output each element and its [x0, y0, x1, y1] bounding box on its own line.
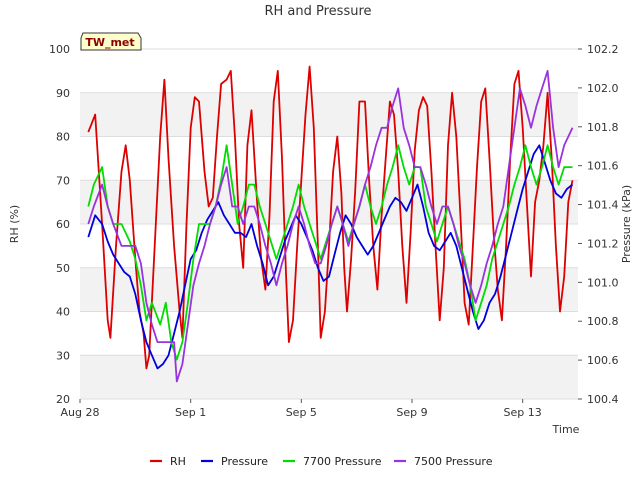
legend-label: 7500 Pressure: [414, 455, 493, 468]
y-left-tick-label: 100: [49, 43, 70, 56]
chart-title: RH and Pressure: [264, 4, 371, 19]
x-tick-label: Sep 9: [396, 406, 427, 419]
background-band: [80, 92, 578, 137]
y-left-tick-label: 60: [56, 218, 70, 231]
series-layer: [87, 65, 574, 383]
y-right-tick-label: 100.4: [587, 393, 619, 406]
y-right-tick-label: 102.0: [587, 82, 619, 95]
y-right-tick-label: 100.6: [587, 354, 619, 367]
x-axis-label: Time: [552, 423, 580, 436]
background-band: [80, 180, 578, 224]
y-right-tick-label: 101.4: [587, 199, 619, 212]
left-axis-ticks: 20 30 40 50 60 70 80 90 100: [49, 43, 70, 406]
y-right-tick-label: 102.2: [587, 43, 619, 56]
station-badge: TW_met: [80, 32, 142, 51]
x-tick-label: Sep 5: [286, 406, 317, 419]
x-tick-label: Sep 1: [175, 406, 206, 419]
station-badge-label: TW_met: [85, 36, 134, 49]
y-left-tick-label: 80: [56, 131, 70, 144]
y-axis-left-label: RH (%): [8, 205, 21, 243]
x-axis-ticks: Aug 28 Sep 1 Sep 5 Sep 9 Sep 13: [61, 399, 542, 419]
y-right-tick-label: 101.0: [587, 276, 619, 289]
y-right-tick-label: 101.6: [587, 160, 619, 173]
y-left-tick-label: 20: [56, 393, 70, 406]
y-right-tick-label: 101.2: [587, 237, 619, 250]
legend-label: RH: [170, 455, 186, 468]
y-right-tick-label: 101.8: [587, 121, 619, 134]
y-left-tick-label: 90: [56, 87, 70, 100]
y-left-tick-label: 30: [56, 349, 70, 362]
y-left-tick-label: 40: [56, 306, 70, 319]
legend-label: Pressure: [221, 455, 268, 468]
series-line-3: [87, 70, 574, 383]
right-axis-ticks: 100.4 100.6 100.8 101.0 101.2 101.4 101.6 101.8…: [578, 43, 619, 406]
legend-label: 7700 Pressure: [303, 455, 382, 468]
x-tick-label: Sep 13: [504, 406, 542, 419]
y-left-tick-label: 50: [56, 262, 70, 275]
y-right-tick-label: 100.8: [587, 315, 619, 328]
x-tick-label: Aug 28: [61, 406, 100, 419]
legend: RH Pressure 7700 Pressure 7500 Pressure: [150, 455, 493, 468]
grid-lines: [80, 48, 578, 400]
y-left-tick-label: 70: [56, 174, 70, 187]
y-axis-right-label: Pressure (kPa): [620, 185, 633, 263]
